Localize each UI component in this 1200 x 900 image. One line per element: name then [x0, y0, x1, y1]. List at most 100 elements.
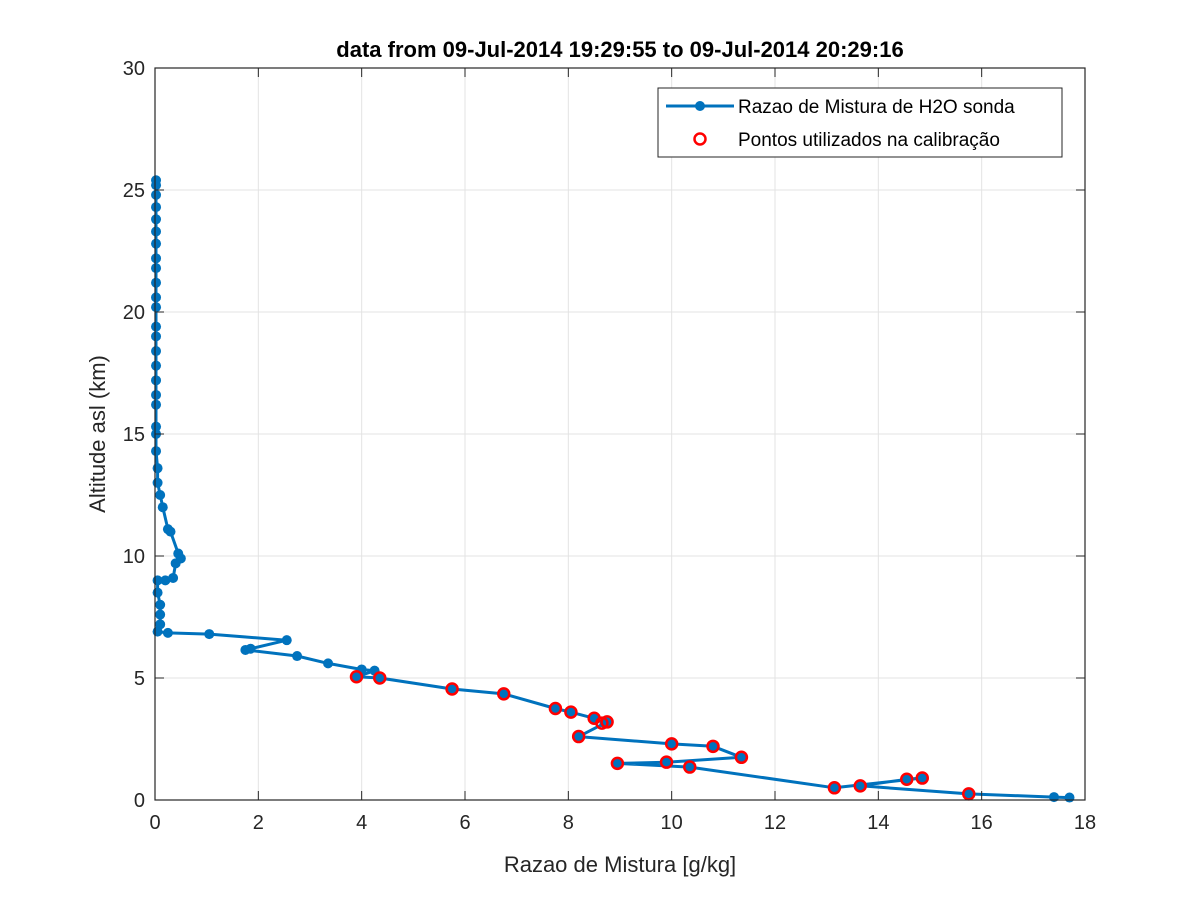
series-point — [151, 399, 162, 410]
series-point — [292, 651, 303, 662]
series-point — [351, 671, 362, 682]
x-tick-labels: 0 2 4 6 8 10 12 14 16 18 — [149, 812, 1096, 834]
x-tick-label: 2 — [253, 812, 264, 834]
x-tick-label: 0 — [149, 812, 160, 834]
series-point — [157, 502, 168, 513]
y-tick-label: 25 — [123, 180, 145, 202]
x-tick-label: 18 — [1074, 812, 1096, 834]
series-point — [151, 253, 162, 264]
series-point — [151, 277, 162, 288]
series-point — [160, 575, 171, 586]
x-tick-label: 16 — [971, 812, 993, 834]
calibration-point — [587, 711, 601, 726]
series-point — [155, 609, 166, 620]
series-point — [1064, 792, 1075, 803]
series-point — [855, 780, 866, 791]
legend-entry-calibracao: Pontos utilizados na calibração — [738, 130, 1000, 151]
series-point — [151, 226, 162, 237]
series-point — [151, 321, 162, 332]
ticks — [154, 67, 1086, 801]
series-point — [162, 627, 173, 638]
chart-title: data from 09-Jul-2014 19:29:55 to 09-Jul… — [336, 37, 903, 62]
series-point — [708, 741, 718, 752]
series-point — [323, 658, 334, 669]
series-point — [151, 331, 162, 342]
series-point — [152, 463, 163, 474]
legend-dot-swatch — [695, 101, 705, 111]
calibration-point — [683, 760, 697, 774]
y-tick-label: 10 — [123, 546, 145, 568]
series-point — [917, 773, 928, 784]
series-point — [151, 346, 162, 357]
series-point — [155, 619, 166, 630]
series-point — [245, 643, 256, 654]
calibration-point — [853, 779, 867, 793]
series-point — [612, 758, 623, 769]
series-point — [155, 599, 166, 610]
x-tick-label: 4 — [356, 812, 367, 834]
series-point — [963, 788, 974, 799]
series-point — [565, 707, 576, 718]
y-tick-label: 20 — [123, 302, 145, 324]
calibration-point — [915, 771, 929, 785]
series-point — [151, 292, 162, 303]
series-point — [151, 189, 162, 200]
series-point — [151, 421, 162, 432]
series-point — [151, 175, 162, 186]
x-tick-label: 6 — [459, 812, 470, 834]
series-point — [151, 360, 162, 371]
y-tick-label: 5 — [134, 668, 145, 690]
calibration-point — [571, 729, 586, 744]
legend: Razao de Mistura de H2O sonda Pontos uti… — [657, 87, 1063, 158]
series-point — [829, 782, 840, 793]
calibration-point — [664, 737, 679, 751]
legend-box — [657, 87, 1063, 158]
series-point — [573, 731, 584, 742]
series-point — [666, 738, 677, 749]
series-point — [151, 263, 162, 274]
series-point — [151, 302, 162, 313]
y-axis-label: Altitude asl (km) — [85, 355, 110, 513]
series-point — [281, 635, 292, 646]
legend-circle-swatch — [693, 132, 707, 146]
legend-entry-sonda: Razao de Mistura de H2O sonda — [738, 97, 1015, 118]
calibration-point — [900, 772, 914, 787]
series-point — [374, 673, 385, 683]
calibration-point — [827, 781, 842, 795]
series-dots-group — [151, 175, 1075, 803]
calibration-point — [734, 750, 749, 765]
x-tick-label: 8 — [563, 812, 574, 834]
series-point — [901, 774, 912, 785]
series-point — [152, 587, 163, 598]
series-point — [684, 762, 695, 773]
x-tick-label: 12 — [764, 812, 786, 834]
calibration-point — [445, 682, 459, 696]
calibration-point — [548, 701, 563, 716]
y-tick-labels: 0 5 10 15 20 25 30 — [123, 58, 145, 812]
series-point — [661, 757, 672, 768]
series-point — [173, 548, 184, 559]
y-tick-label: 0 — [134, 790, 145, 812]
series-point — [151, 214, 162, 225]
calibration-point — [497, 687, 511, 701]
calibration-point — [373, 671, 387, 685]
series-point — [151, 375, 162, 386]
series-point — [151, 389, 162, 400]
calibration-point — [706, 739, 720, 754]
x-tick-label: 10 — [661, 812, 683, 834]
y-tick-label: 30 — [123, 58, 145, 80]
series-point — [151, 446, 162, 457]
calibration-point — [349, 670, 364, 684]
series-point — [155, 490, 166, 500]
x-axis-label: Razao de Mistura [g/kg] — [504, 852, 736, 877]
calibration-point — [659, 755, 674, 769]
series-point — [151, 202, 162, 213]
series-point — [736, 752, 747, 763]
calibration-point — [564, 705, 578, 719]
series-point — [550, 703, 561, 714]
series-point — [162, 524, 173, 535]
x-tick-label: 14 — [867, 812, 889, 834]
y-tick-label: 15 — [123, 424, 145, 446]
series-point — [151, 238, 162, 249]
